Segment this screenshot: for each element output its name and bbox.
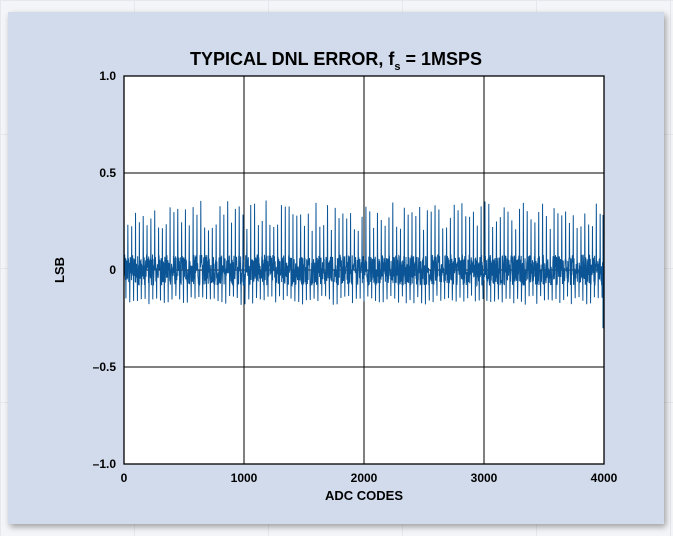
title-subscript: s <box>394 61 400 73</box>
chart-panel: TYPICAL DNL ERROR, fs = 1MSPS 0 1000 2000 3… <box>8 12 664 524</box>
x-tick-label: 2000 <box>351 471 378 485</box>
dnl-series-line <box>123 200 604 329</box>
x-tick-label: 0 <box>121 471 128 485</box>
x-tick-label: 4000 <box>591 471 618 485</box>
dnl-trace <box>123 200 604 329</box>
y-tick-label: –0.5 <box>93 360 117 374</box>
plot-frame <box>123 75 605 465</box>
x-tick-label: 1000 <box>231 471 258 485</box>
chart-title: TYPICAL DNL ERROR, fs = 1MSPS <box>190 49 482 73</box>
tick-labels: 0 1000 2000 3000 4000 1.0 0.5 0 –0.5 –1.0 <box>93 69 618 485</box>
x-tick-label: 3000 <box>471 471 498 485</box>
y-axis-label: LSB <box>52 257 67 283</box>
y-tick-label: –1.0 <box>93 457 117 471</box>
x-axis-label: ADC CODES <box>325 488 403 503</box>
y-tick-label: 1.0 <box>99 69 116 83</box>
title-main: TYPICAL DNL ERROR, f <box>190 49 395 69</box>
title-suffix: = 1MSPS <box>400 49 482 69</box>
y-tick-label: 0.5 <box>99 166 116 180</box>
dnl-chart: TYPICAL DNL ERROR, fs = 1MSPS 0 1000 2000 3… <box>8 12 664 524</box>
y-tick-label: 0 <box>109 263 116 277</box>
